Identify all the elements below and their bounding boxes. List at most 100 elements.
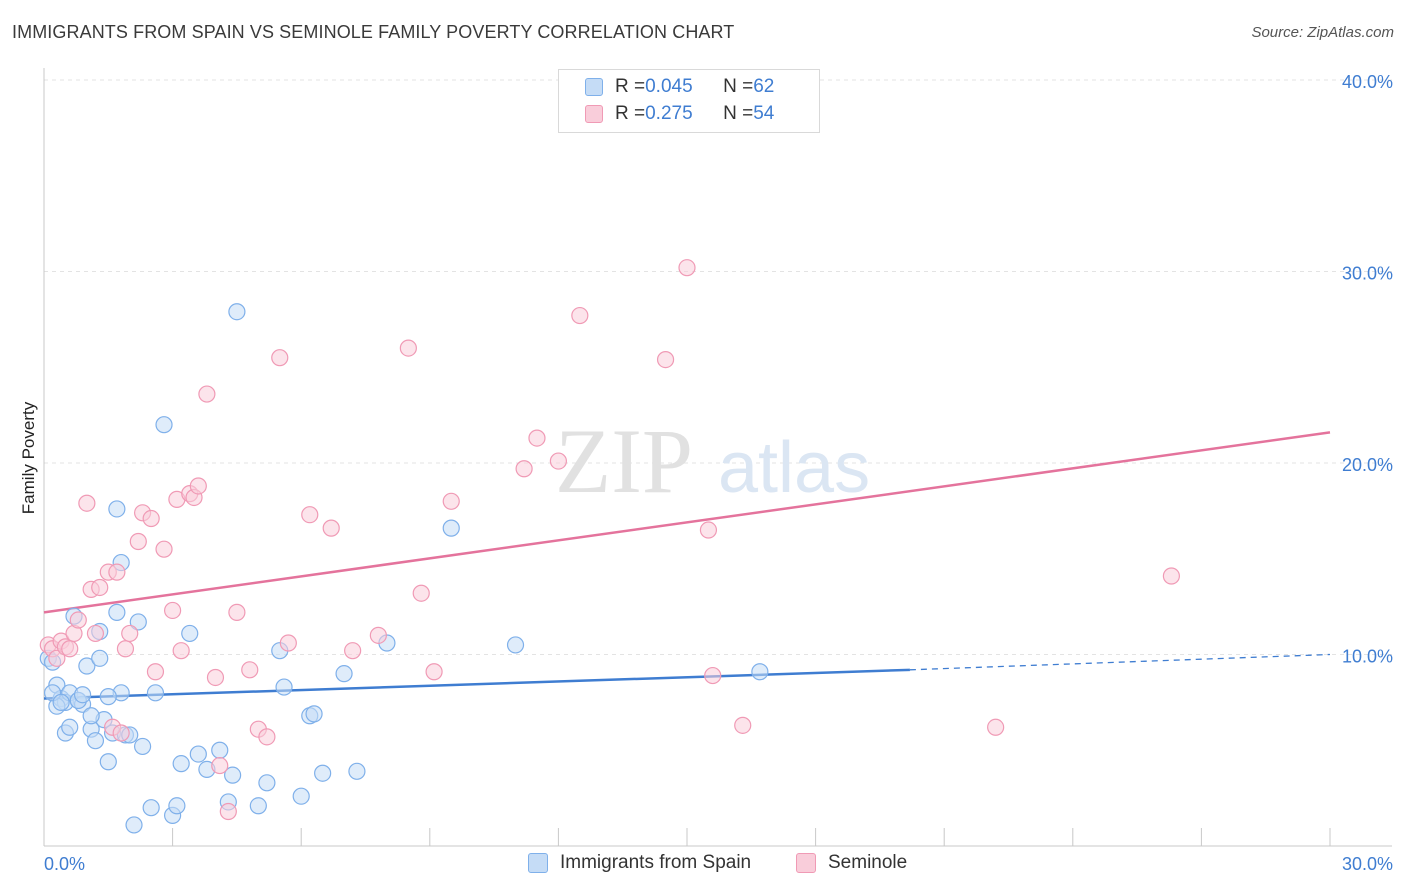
- y-tick-label: 30.0%: [1342, 264, 1393, 284]
- seminole-point: [121, 624, 139, 643]
- seminole-point: [322, 519, 340, 537]
- legend-n-label: N =: [723, 76, 754, 97]
- spain-point: [314, 764, 332, 782]
- seminole-point: [1162, 567, 1180, 585]
- seminole-point: [91, 578, 109, 597]
- seminole-point: [271, 349, 289, 367]
- trend-line-spain: [43, 668, 910, 700]
- seminole-point: [172, 642, 190, 660]
- legend-n-label: N =: [723, 103, 754, 124]
- seminole-point: [344, 642, 362, 660]
- x-tick-label: 0.0%: [44, 854, 85, 874]
- stats-legend: R = 0.045 N = 62 R = 0.275 N = 54: [558, 69, 820, 133]
- trend-line-spain-extension: [909, 653, 1331, 671]
- legend-row-seminole: R = 0.275 N = 54: [585, 102, 774, 126]
- seminole-point: [571, 306, 589, 325]
- seminole-point: [112, 724, 130, 742]
- seminole-point: [155, 540, 173, 558]
- seminole-point: [129, 532, 147, 551]
- spain-point: [181, 624, 199, 643]
- bottom-legend-swatch-seminole: [796, 853, 816, 873]
- y-tick-label: 20.0%: [1342, 455, 1393, 475]
- spain-point: [52, 693, 70, 711]
- spain-point: [168, 797, 186, 815]
- legend-r-value-seminole: 0.275: [645, 103, 693, 124]
- spain-point: [228, 303, 246, 321]
- seminole-point: [78, 494, 96, 512]
- legend-n-value-seminole: 54: [753, 103, 775, 124]
- seminole-point: [699, 521, 718, 539]
- x-tick-label: 30.0%: [1342, 854, 1393, 874]
- legend-r-value-spain: 0.045: [645, 76, 693, 97]
- spain-point: [155, 416, 173, 434]
- seminole-point: [656, 350, 675, 369]
- spain-point: [108, 500, 126, 518]
- spain-point: [751, 663, 769, 681]
- seminole-point: [116, 640, 135, 658]
- spain-point: [61, 718, 79, 736]
- legend-n-value-spain: 62: [753, 76, 775, 97]
- trend-line-seminole: [43, 431, 1331, 614]
- seminole-point: [219, 802, 237, 821]
- chart-title: IMMIGRANTS FROM SPAIN VS SEMINOLE FAMILY…: [12, 22, 735, 42]
- spain-point: [258, 774, 276, 792]
- spain-point: [348, 762, 366, 780]
- spain-point: [78, 657, 96, 675]
- seminole-point: [258, 728, 276, 746]
- bottom-legend-swatch-spain: [528, 853, 548, 873]
- seminole-point: [48, 649, 66, 667]
- spain-point: [125, 816, 143, 834]
- seminole-point: [108, 563, 126, 581]
- spain-point: [189, 745, 207, 763]
- spain-point: [86, 732, 105, 750]
- spain-point: [99, 688, 117, 706]
- legend-row-spain: R = 0.045 N = 62: [585, 75, 774, 99]
- seminole-point: [206, 668, 225, 687]
- seminole-point: [549, 452, 568, 470]
- spain-point: [108, 603, 126, 621]
- spain-point: [142, 799, 160, 817]
- bottom-legend-spain: Immigrants from Spain: [528, 852, 751, 874]
- legend-r-label: R =: [615, 76, 646, 97]
- spain-point: [442, 519, 460, 537]
- seminole-point: [369, 626, 387, 644]
- seminole-point: [211, 756, 229, 775]
- seminole-point: [279, 634, 297, 652]
- seminole-point: [69, 611, 87, 629]
- spain-point: [275, 678, 293, 696]
- legend-swatch-spain: [585, 78, 603, 96]
- spain-point: [292, 787, 310, 805]
- spain-point: [99, 753, 117, 771]
- spain-point: [133, 737, 152, 756]
- seminole-point: [734, 716, 752, 734]
- spain-point: [224, 766, 242, 784]
- spain-point: [146, 684, 165, 702]
- bottom-legend-seminole: Seminole: [796, 852, 907, 874]
- gridlines: [44, 79, 1392, 655]
- seminole-point: [189, 477, 207, 495]
- seminole-point: [142, 509, 160, 528]
- spain-point: [305, 705, 323, 723]
- bottom-legend-label-spain: Immigrants from Spain: [560, 852, 752, 873]
- seminole-point: [528, 429, 546, 447]
- seminole-point: [198, 385, 216, 403]
- spain-point: [249, 797, 267, 815]
- seminole-point: [86, 624, 105, 643]
- bottom-legend-label-seminole: Seminole: [828, 852, 908, 873]
- y-tick-label: 10.0%: [1342, 647, 1393, 667]
- spain-point: [82, 707, 100, 725]
- source-credit: Source: ZipAtlas.com: [1251, 24, 1394, 41]
- spain-point: [506, 636, 525, 654]
- spain-point: [335, 665, 353, 683]
- legend-r-label: R =: [615, 103, 646, 124]
- seminole-point: [442, 492, 460, 510]
- axes: [43, 68, 1392, 847]
- spain-point: [91, 649, 109, 667]
- seminole-point: [146, 663, 165, 681]
- watermark-zip: ZIP: [555, 410, 693, 512]
- seminole-point: [228, 603, 246, 621]
- seminole-point: [704, 666, 722, 685]
- spain-point: [129, 613, 147, 631]
- seminole-point: [425, 663, 443, 681]
